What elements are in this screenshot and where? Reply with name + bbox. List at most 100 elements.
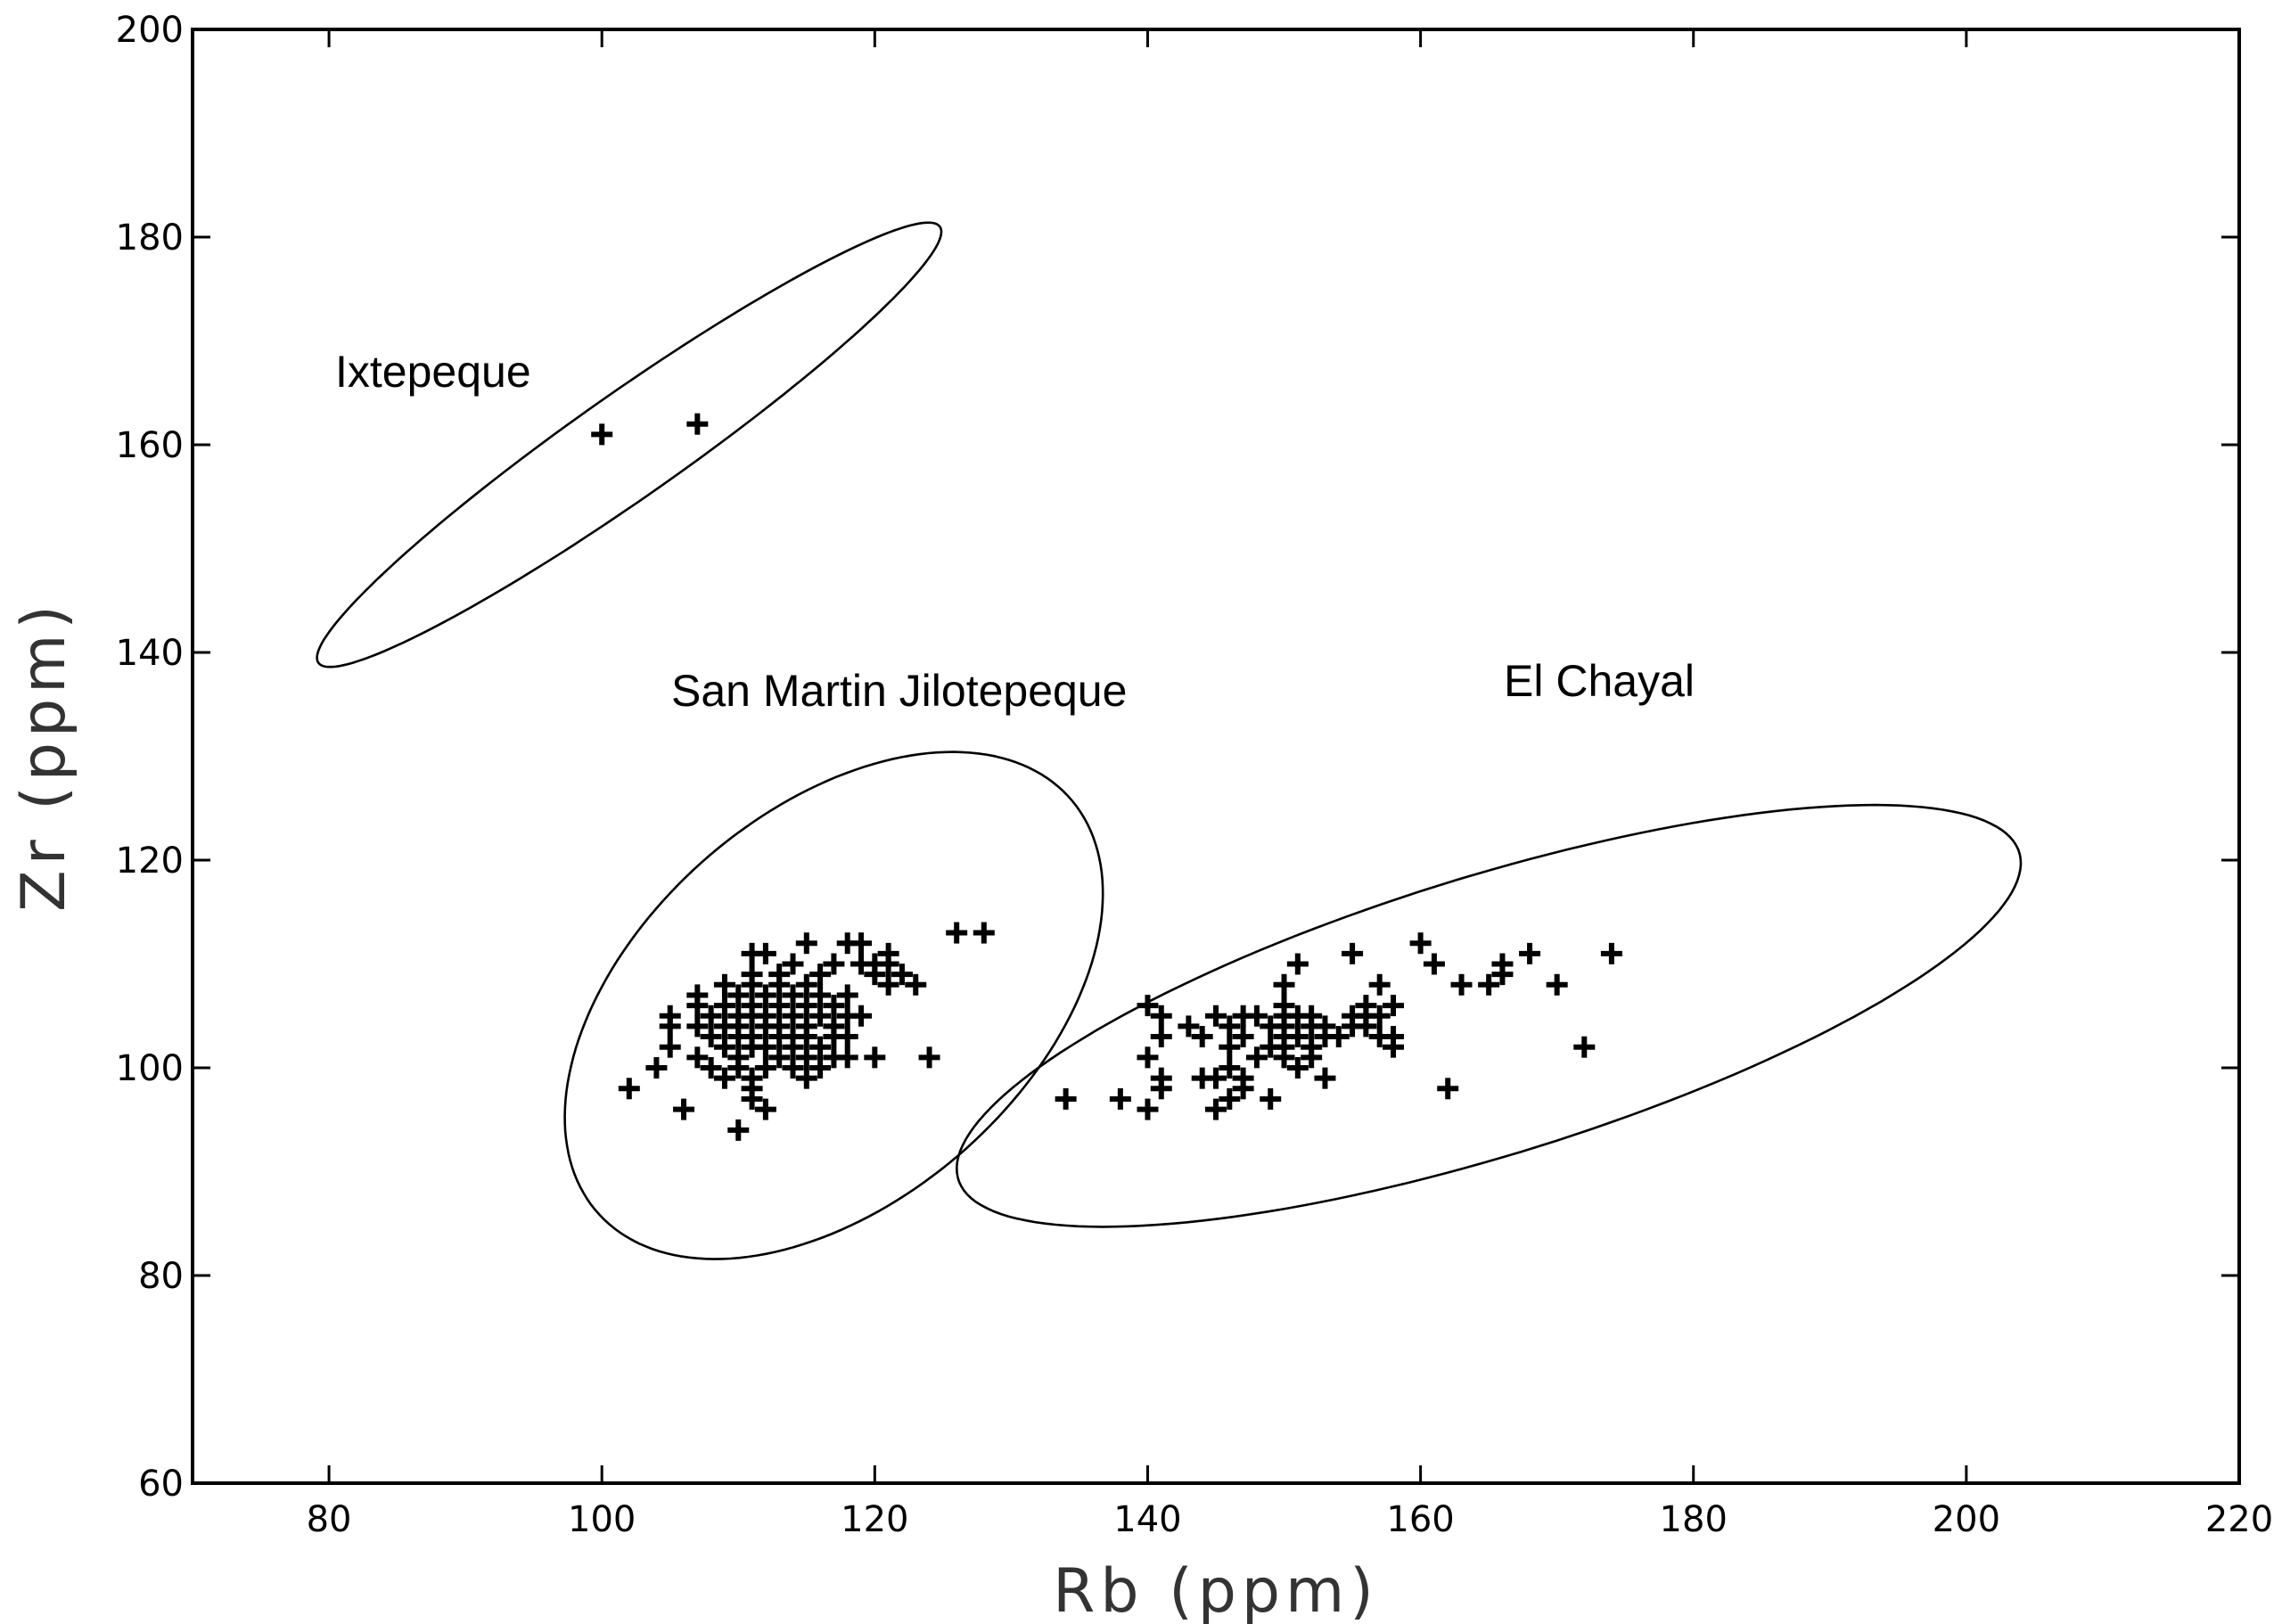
group-ellipses — [316, 221, 2023, 1260]
data-point-san-martin-jilotepeque — [864, 1046, 886, 1069]
data-point-el-chayal — [1301, 1005, 1323, 1027]
data-point-el-chayal — [1286, 1026, 1309, 1048]
plot-frame — [191, 28, 2241, 1485]
data-point-san-martin-jilotepeque — [823, 1015, 845, 1038]
y-tick-label: 100 — [116, 1048, 184, 1089]
data-point-ixtepeque — [686, 413, 709, 435]
data-point-el-chayal — [1205, 1098, 1227, 1120]
data-point-san-martin-jilotepeque — [741, 964, 763, 986]
y-tick-label: 60 — [138, 1464, 184, 1505]
data-point-el-chayal — [1301, 1036, 1323, 1058]
data-point-el-chayal — [1286, 953, 1309, 975]
data-point-san-martin-jilotepeque — [809, 964, 832, 986]
data-point-el-chayal — [1355, 995, 1377, 1017]
group-label-ixtepeque: Ixtepeque — [335, 347, 531, 397]
data-point-el-chayal — [1245, 1005, 1268, 1027]
data-point-el-chayal — [1327, 1026, 1350, 1048]
group-label-el-chayal: El Chayal — [1504, 656, 1695, 706]
data-point-el-chayal — [1205, 1005, 1227, 1027]
data-point-el-chayal — [1546, 973, 1568, 996]
data-point-san-martin-jilotepeque — [823, 995, 845, 1017]
data-point-san-martin-jilotepeque — [782, 984, 804, 1006]
y-tick-label: 200 — [116, 10, 184, 51]
group-labels: Ixtepeque San Martin Jilotepeque El Chay… — [335, 347, 1695, 716]
data-point-san-martin-jilotepeque — [946, 922, 968, 944]
data-point-san-martin-jilotepeque — [659, 1036, 681, 1058]
data-point-el-chayal — [1368, 1005, 1391, 1027]
data-point-el-chayal — [1437, 1078, 1459, 1100]
data-point-san-martin-jilotepeque — [713, 1036, 735, 1058]
data-point-san-martin-jilotepeque — [809, 984, 832, 1006]
data-point-san-martin-jilotepeque — [795, 995, 817, 1017]
data-point-el-chayal — [1573, 1036, 1596, 1058]
data-point-san-martin-jilotepeque — [713, 1067, 735, 1089]
data-point-san-martin-jilotepeque — [795, 932, 817, 955]
data-point-el-chayal — [1600, 942, 1622, 964]
x-tick-label: 200 — [1933, 1499, 2000, 1540]
ellipse-san-martin-jilotepeque — [563, 750, 1104, 1260]
data-point-san-martin-jilotepeque — [673, 1098, 695, 1120]
y-axis-title: Zr (ppm) — [9, 600, 79, 912]
x-tick-label: 140 — [1113, 1499, 1181, 1540]
data-point-san-martin-jilotepeque — [659, 1005, 681, 1027]
data-point-san-martin-jilotepeque — [741, 995, 763, 1017]
data-point-el-chayal — [1342, 942, 1364, 964]
data-point-san-martin-jilotepeque — [795, 1067, 817, 1089]
x-tick-label: 180 — [1660, 1499, 1728, 1540]
data-point-el-chayal — [1368, 973, 1391, 996]
data-point-el-chayal — [1205, 1067, 1227, 1089]
ellipse-ixtepeque — [316, 221, 943, 668]
data-point-el-chayal — [1478, 973, 1500, 996]
data-point-san-martin-jilotepeque — [782, 1005, 804, 1027]
data-point-san-martin-jilotepeque — [836, 984, 858, 1006]
data-point-el-chayal — [1178, 1015, 1200, 1038]
data-point-el-chayal — [1260, 1087, 1282, 1110]
data-point-san-martin-jilotepeque — [754, 1005, 776, 1027]
data-point-el-chayal — [1382, 995, 1404, 1017]
data-point-el-chayal — [1245, 1046, 1268, 1069]
data-point-san-martin-jilotepeque — [768, 1046, 791, 1069]
data-point-san-martin-jilotepeque — [836, 1046, 858, 1069]
data-point-san-martin-jilotepeque — [905, 973, 927, 996]
data-point-el-chayal — [1055, 1087, 1077, 1110]
data-point-san-martin-jilotepeque — [768, 964, 791, 986]
data-point-san-martin-jilotepeque — [809, 1057, 832, 1079]
data-point-san-martin-jilotepeque — [727, 984, 750, 1006]
data-point-san-martin-jilotepeque — [618, 1078, 640, 1100]
data-point-san-martin-jilotepeque — [686, 984, 709, 1006]
data-point-el-chayal — [1219, 1057, 1241, 1079]
x-axis-title: Rb (ppm) — [1053, 1556, 1379, 1624]
data-point-el-chayal — [1519, 942, 1541, 964]
y-tick-label: 120 — [116, 841, 184, 882]
data-point-san-martin-jilotepeque — [782, 953, 804, 975]
data-point-el-chayal — [1137, 1098, 1159, 1120]
data-point-san-martin-jilotepeque — [795, 1015, 817, 1038]
data-point-san-martin-jilotepeque — [823, 953, 845, 975]
data-point-san-martin-jilotepeque — [713, 995, 735, 1017]
data-point-el-chayal — [1450, 973, 1473, 996]
data-point-el-chayal — [1109, 1087, 1131, 1110]
data-point-san-martin-jilotepeque — [918, 1046, 940, 1069]
data-point-el-chayal — [1273, 995, 1295, 1017]
data-point-san-martin-jilotepeque — [768, 1015, 791, 1038]
data-point-san-martin-jilotepeque — [700, 1026, 722, 1048]
data-point-el-chayal — [1314, 1015, 1336, 1038]
y-tick-label: 160 — [116, 425, 184, 466]
x-tick-label: 100 — [568, 1499, 636, 1540]
tick-labels: 80 100 120 140 160 180 200 220 60 80 100 120 140 160 1… — [116, 10, 2274, 1540]
data-point-san-martin-jilotepeque — [700, 1005, 722, 1027]
data-point-el-chayal — [1219, 1015, 1241, 1038]
data-point-el-chayal — [1150, 1026, 1172, 1048]
data-point-san-martin-jilotepeque — [727, 1119, 750, 1141]
data-point-san-martin-jilotepeque — [741, 1026, 763, 1048]
ellipse-el-chayal — [955, 803, 2023, 1228]
data-point-san-martin-jilotepeque — [809, 1036, 832, 1058]
data-point-el-chayal — [1409, 932, 1432, 955]
data-point-el-chayal — [1219, 1087, 1241, 1110]
data-point-el-chayal — [1423, 953, 1445, 975]
data-point-san-martin-jilotepeque — [768, 995, 791, 1017]
data-point-ixtepeque — [591, 423, 613, 446]
data-point-el-chayal — [1273, 973, 1295, 996]
data-point-el-chayal — [1314, 1067, 1336, 1089]
